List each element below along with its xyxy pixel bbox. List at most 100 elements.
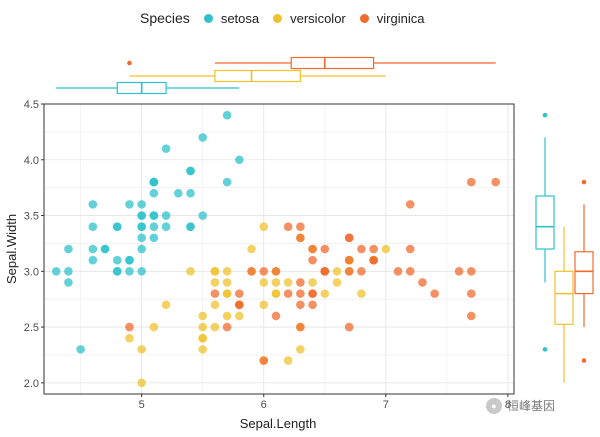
data-point-setosa [198,133,208,142]
x-axis-title: Sepal.Length [240,416,317,431]
watermark: ● 桓峰基因 [486,397,555,414]
data-point-setosa [235,155,244,165]
watermark-text: 桓峰基因 [507,399,556,413]
series-versicolor [125,222,391,388]
x-tick-label: 7 [383,399,389,411]
data-point-virginica [344,233,354,243]
legend: Species setosa versicolor virginica [140,8,438,28]
x-tick-label: 6 [261,399,267,411]
plot-panel-border [43,103,515,395]
data-point-versicolor [259,300,269,310]
data-point-versicolor [271,278,281,287]
data-point-setosa [112,267,122,276]
data-point-setosa [137,267,146,276]
data-point-setosa [149,188,159,198]
data-point-versicolor [137,378,146,388]
data-point-virginica [308,289,317,298]
data-point-virginica [393,267,403,276]
data-point-versicolor [222,267,232,276]
data-point-setosa [51,267,61,276]
data-point-virginica [247,267,256,276]
y-tick-label: 4.5 [24,99,39,111]
data-point-versicolor [222,311,232,321]
data-point-setosa [149,211,159,220]
data-point-versicolor [296,345,305,354]
data-point-virginica [466,289,476,298]
legend-item-versicolor: versicolor [273,11,346,26]
y-tick-label: 3.5 [24,211,39,223]
data-point-versicolor [381,244,391,254]
x-tick-label: 8 [505,399,511,411]
data-point-versicolor [332,267,342,276]
legend-title: Species [140,10,190,26]
box-iqr [535,195,555,250]
box-iqr [290,56,375,70]
data-point-virginica [296,300,305,310]
box-outlier [542,112,548,118]
legend-dot-icon [203,13,213,23]
data-point-virginica [344,322,354,332]
box-iqr [554,270,574,325]
data-point-versicolor [320,289,330,298]
data-point-versicolor [247,244,256,254]
data-point-versicolor [210,322,220,332]
data-point-virginica [235,300,244,310]
right-boxplot-setosa [535,112,555,352]
data-point-setosa [222,110,232,120]
data-point-virginica [259,356,269,365]
y-tick-label: 2.5 [24,322,39,334]
data-point-virginica [344,267,354,276]
data-point-virginica [271,311,281,321]
legend-item-setosa: setosa [203,11,259,26]
data-point-virginica [357,244,366,254]
box-outlier [127,60,132,66]
data-point-setosa [112,255,122,265]
data-point-setosa [137,222,146,231]
box-iqr [214,69,301,83]
data-point-versicolor [357,289,366,298]
data-point-virginica [283,222,293,231]
data-point-virginica [308,300,317,310]
data-point-virginica [283,289,293,298]
data-point-virginica [296,278,305,287]
data-point-virginica [466,311,476,321]
data-point-setosa [149,222,159,231]
data-point-setosa [198,211,208,220]
data-point-setosa [76,345,85,354]
data-point-setosa [149,177,159,187]
data-point-versicolor [222,278,232,287]
grid-lines [44,103,514,394]
data-point-versicolor [198,322,208,332]
legend-item-virginica: virginica [359,11,424,26]
data-point-virginica [405,244,415,254]
data-point-virginica [125,322,134,332]
data-point-setosa [88,222,98,231]
data-point-versicolor [271,289,281,298]
box-iqr [574,251,594,295]
legend-label: versicolor [290,10,346,26]
data-point-virginica [405,267,415,276]
data-point-virginica [466,177,476,187]
data-point-setosa [64,267,73,276]
data-point-setosa [100,244,110,254]
data-point-versicolor [283,278,293,287]
data-point-versicolor [308,278,317,287]
legend-dot-icon [273,13,283,23]
data-point-setosa [112,222,122,231]
data-point-versicolor [161,300,171,310]
top-boxplot-setosa [56,81,240,95]
data-point-virginica [222,322,232,332]
data-point-virginica [296,289,305,298]
data-point-versicolor [283,356,293,365]
data-point-setosa [125,267,134,276]
y-tick-label: 4.0 [24,155,39,167]
data-point-versicolor [332,278,342,287]
data-point-setosa [186,222,195,231]
data-point-virginica [418,278,427,287]
data-point-virginica [405,200,415,209]
top-boxplot-virginica [127,56,496,70]
data-point-setosa [137,244,146,254]
data-point-virginica [296,222,305,231]
